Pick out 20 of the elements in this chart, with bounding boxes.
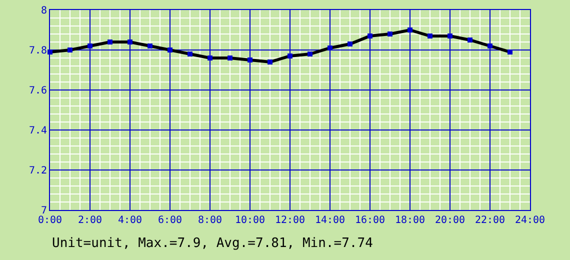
- y-tick-label: 7.8: [28, 46, 47, 56]
- x-tick-label: 8:00: [198, 215, 222, 226]
- y-tick-label: 7.4: [28, 126, 47, 136]
- x-tick-label: 2:00: [78, 215, 102, 226]
- y-tick-label: 7.6: [28, 86, 47, 96]
- x-tick-label: 0:00: [38, 215, 62, 226]
- x-tick-label: 24:00: [514, 215, 546, 226]
- text: Unit=unit, Max.=7.9, Avg.=7.81, Min.=7.74: [52, 236, 374, 251]
- x-tick-label: 14:00: [314, 215, 346, 226]
- x-tick-label: 22:00: [474, 215, 506, 226]
- x-tick-label: 20:00: [434, 215, 466, 226]
- x-tick-label: 12:00: [274, 215, 306, 226]
- y-tick-label: 8: [40, 6, 47, 16]
- x-tick-label: 16:00: [354, 215, 386, 226]
- x-tick-label: 10:00: [234, 215, 266, 226]
- x-tick-label: 18:00: [394, 215, 426, 226]
- y-tick-label: 7: [40, 206, 47, 216]
- x-tick-label: 6:00: [158, 215, 182, 226]
- y-tick-label: 7.2: [28, 166, 47, 176]
- x-tick-label: 4:00: [118, 215, 142, 226]
